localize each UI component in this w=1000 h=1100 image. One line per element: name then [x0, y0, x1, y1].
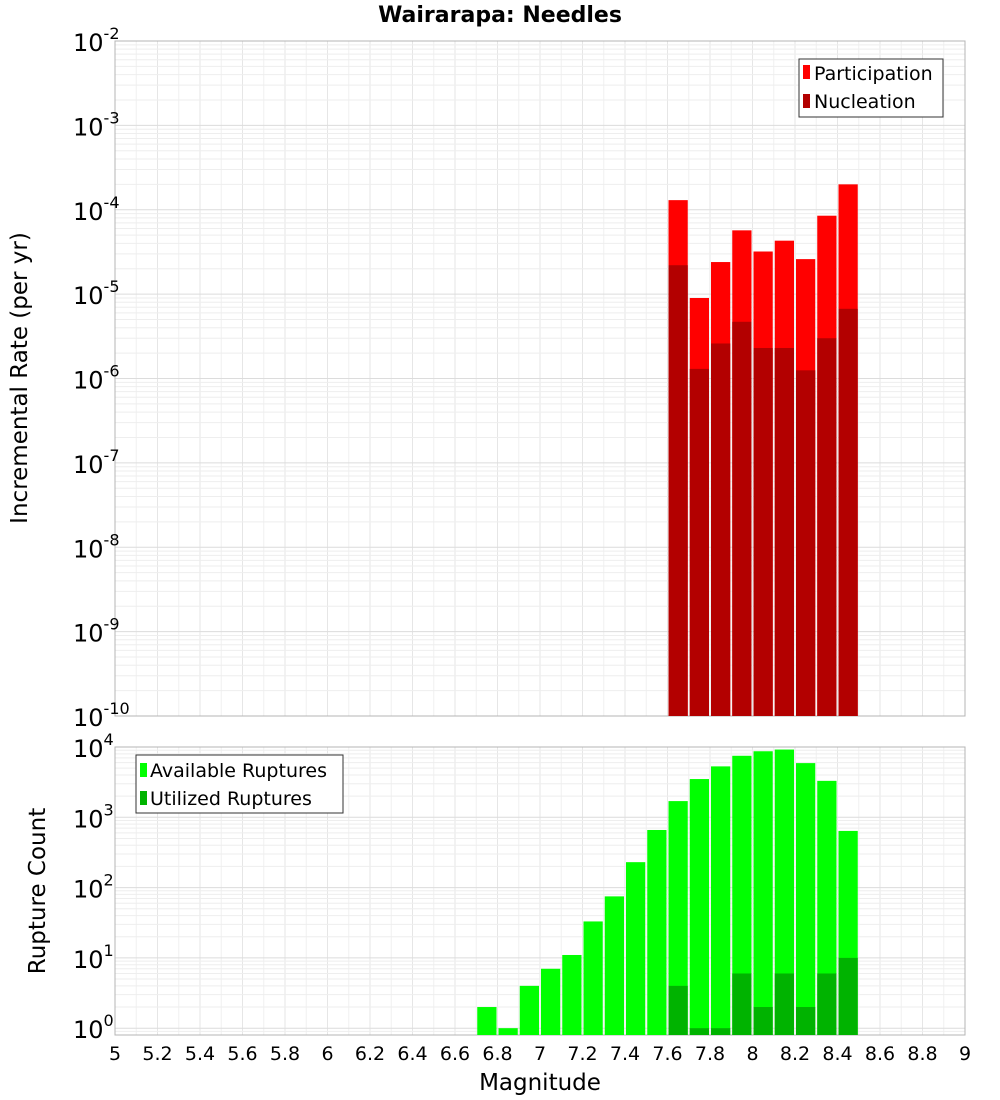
count-bar-a — [689, 779, 709, 1035]
rate-y-tick-label: 10-2 — [73, 24, 120, 57]
count-y-tick-label: 102 — [73, 871, 114, 904]
x-tick-label: 6.4 — [397, 1043, 427, 1065]
count-bar-b — [753, 1007, 773, 1035]
count-bar-a — [519, 985, 539, 1035]
top-legend: Participation Nucleation — [798, 58, 944, 118]
top-y-tick-labels: 10-10 10-9 10-8 10-7 10-6 10-5 10-4 10-3 10-2 — [73, 24, 130, 732]
count-y-tick-label: 100 — [73, 1011, 114, 1044]
rate-bar-b — [668, 265, 688, 716]
legend-label-available: Available Ruptures — [150, 760, 327, 782]
count-bar-a — [647, 829, 667, 1035]
bottom-legend-box — [135, 754, 344, 814]
x-tick-label: 7.6 — [652, 1043, 682, 1065]
x-tick-label: 6 — [321, 1043, 333, 1065]
x-tick-label: 9 — [959, 1043, 971, 1065]
x-tick-label: 7 — [534, 1043, 546, 1065]
x-tick-label: 7.2 — [567, 1043, 597, 1065]
count-bar-a — [796, 763, 816, 1035]
x-tick-label: 7.8 — [695, 1043, 725, 1065]
x-tick-label: 6.6 — [440, 1043, 470, 1065]
rate-y-tick-label: 10-8 — [73, 530, 120, 563]
x-tick-label: 8.4 — [822, 1043, 852, 1065]
legend-label-utilized: Utilized Ruptures — [150, 788, 312, 810]
x-tick-label: 8.8 — [907, 1043, 937, 1065]
count-bar-a — [711, 766, 731, 1035]
rate-bar-b — [774, 347, 794, 716]
rate-y-tick-label: 10-10 — [73, 699, 130, 732]
bottom-y-tick-labels: 100 101 102 103 104 — [73, 730, 114, 1044]
count-bar-a — [774, 749, 794, 1035]
count-bar-a — [562, 954, 582, 1035]
x-tick-label: 8.2 — [780, 1043, 810, 1065]
x-tick-label: 5.2 — [142, 1043, 172, 1065]
count-y-tick-label: 104 — [73, 730, 114, 763]
count-bar-a — [626, 862, 646, 1035]
x-tick-labels: 5 5.2 5.4 5.6 5.8 6 6.2 6.4 6.6 6.8 7 7.2 7.4 7.6 7.8 8… — [109, 1043, 971, 1065]
count-bar-a — [604, 896, 624, 1035]
rate-bar-b — [817, 338, 837, 716]
top-plot-frame — [114, 40, 966, 717]
count-bar-a — [583, 921, 603, 1035]
count-bar-a — [732, 755, 752, 1035]
top-legend-box — [798, 58, 944, 118]
legend-swatch-nucleation — [803, 94, 810, 108]
count-bar-b — [817, 973, 837, 1035]
x-tick-label: 5.4 — [185, 1043, 215, 1065]
count-y-tick-label: 103 — [73, 800, 114, 833]
count-bar-a — [477, 1007, 497, 1035]
count-bar-b — [689, 1028, 709, 1035]
count-bar-b — [796, 1007, 816, 1035]
rate-y-tick-label: 10-7 — [73, 446, 120, 479]
x-tick-label: 6.2 — [355, 1043, 385, 1065]
legend-swatch-available — [140, 763, 147, 777]
x-tick-label: 5 — [109, 1043, 121, 1065]
count-bar-b — [711, 1028, 731, 1035]
x-tick-label: 5.8 — [270, 1043, 300, 1065]
top-y-axis-label: Incremental Rate (per yr) — [7, 232, 33, 524]
bottom-plot-frame — [114, 746, 966, 1036]
bottom-panel-bars — [477, 749, 858, 1035]
top-panel-bars — [668, 184, 858, 717]
count-bar-a — [541, 968, 561, 1035]
chart-title: Wairarapa: Needles — [378, 3, 622, 28]
count-bar-b — [774, 973, 794, 1035]
x-tick-label: 8.6 — [865, 1043, 895, 1065]
count-bar-a — [753, 751, 773, 1035]
rate-y-tick-label: 10-6 — [73, 362, 120, 395]
top-panel-grid — [114, 40, 966, 717]
rate-bar-b — [838, 308, 858, 716]
x-axis-label: Magnitude — [479, 1070, 601, 1096]
x-tick-label: 8 — [746, 1043, 758, 1065]
bottom-legend: Available Ruptures Utilized Ruptures — [135, 754, 344, 814]
bottom-y-axis-label: Rupture Count — [25, 808, 51, 974]
rate-bar-b — [753, 347, 773, 716]
x-tick-label: 6.8 — [482, 1043, 512, 1065]
x-tick-label: 7.4 — [610, 1043, 640, 1065]
rate-y-tick-label: 10-9 — [73, 615, 120, 648]
rate-y-tick-label: 10-3 — [73, 108, 120, 141]
rate-bar-b — [711, 343, 731, 716]
rate-bar-b — [732, 321, 752, 716]
rate-bar-b — [689, 368, 709, 716]
count-bar-b — [668, 985, 688, 1035]
rate-y-tick-label: 10-4 — [73, 193, 120, 226]
count-bar-a — [498, 1028, 518, 1035]
legend-swatch-utilized — [140, 791, 147, 805]
legend-label-nucleation: Nucleation — [814, 91, 916, 113]
rate-bar-b — [796, 370, 816, 716]
count-bar-a — [817, 780, 837, 1035]
rate-y-tick-label: 10-5 — [73, 277, 120, 310]
legend-swatch-participation — [803, 65, 810, 79]
count-bar-b — [732, 973, 752, 1035]
count-bar-a — [668, 801, 688, 1035]
count-bar-b — [838, 957, 858, 1035]
count-y-tick-label: 101 — [73, 941, 114, 974]
x-tick-label: 5.6 — [227, 1043, 257, 1065]
legend-label-participation: Participation — [814, 63, 933, 85]
